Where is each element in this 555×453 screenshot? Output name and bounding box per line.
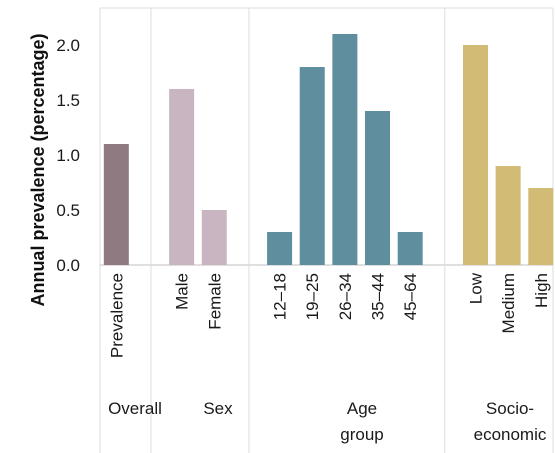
category-label: 35–44	[369, 273, 388, 320]
bar	[299, 67, 325, 265]
bar	[103, 144, 129, 265]
bar	[201, 210, 227, 265]
category-label: 45–64	[401, 273, 420, 320]
y-axis-title: Annual prevalence (percentage)	[28, 33, 48, 306]
bars	[103, 34, 554, 265]
group-label: Socio-	[486, 399, 534, 418]
y-tick-label: 0.5	[56, 201, 80, 220]
bar	[462, 45, 488, 265]
y-tick-label: 0.0	[56, 256, 80, 275]
y-tick-label: 1.5	[56, 91, 80, 110]
group-labels: Overall Sex Age group Socio-economic	[108, 399, 547, 444]
category-labels: Prevalence Male Female 12–18 19–25 26–34 35–44…	[107, 272, 550, 358]
group-label: economic	[474, 425, 547, 444]
bar	[495, 166, 521, 265]
group-label: Overall	[108, 399, 162, 418]
category-label: High	[532, 273, 551, 308]
y-tick-label: 2.0	[56, 36, 80, 55]
group-label: group	[340, 425, 383, 444]
category-label: Female	[205, 273, 224, 330]
category-label: Medium	[499, 273, 518, 333]
category-label: 12–18	[271, 273, 290, 320]
category-label: Low	[466, 272, 485, 304]
group-label: Age	[347, 399, 377, 418]
bar	[528, 188, 554, 265]
bar	[267, 232, 293, 265]
bar	[332, 34, 358, 265]
bar	[169, 89, 195, 265]
category-label: 26–34	[336, 273, 355, 320]
y-axis-ticks: 0.0 0.5 1.0 1.5 2.0	[56, 36, 80, 275]
category-label: Male	[173, 273, 192, 310]
category-label: Prevalence	[107, 273, 126, 358]
group-label: Sex	[203, 399, 233, 418]
bar	[397, 232, 423, 265]
bar	[365, 111, 391, 265]
category-label: 19–25	[303, 273, 322, 320]
y-tick-label: 1.0	[56, 146, 80, 165]
